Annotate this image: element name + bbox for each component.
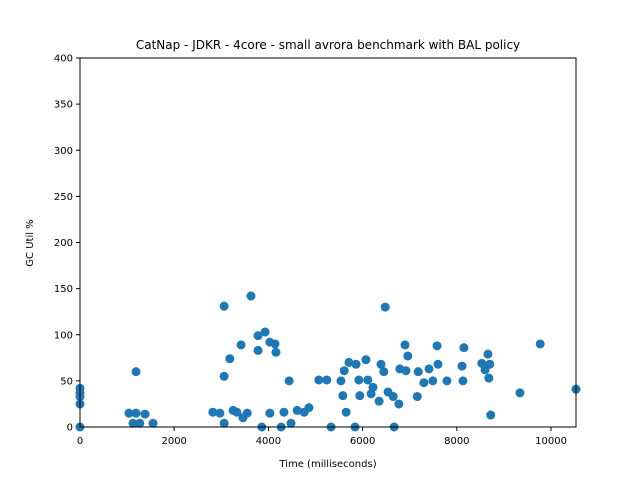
- y-tick-label: 250: [54, 192, 73, 203]
- point: [131, 408, 141, 418]
- point: [253, 331, 263, 341]
- point: [351, 359, 361, 369]
- point: [379, 367, 389, 377]
- point: [292, 405, 302, 415]
- x-axis-label: Time (milliseconds): [278, 459, 376, 470]
- point: [339, 366, 349, 376]
- point: [354, 375, 364, 385]
- point: [219, 301, 229, 311]
- point: [457, 361, 467, 371]
- point: [368, 382, 378, 392]
- point: [225, 354, 235, 364]
- point: [131, 367, 141, 377]
- point: [284, 376, 294, 386]
- point: [485, 359, 495, 369]
- point: [419, 378, 429, 388]
- point: [458, 376, 468, 386]
- point: [215, 408, 225, 418]
- point: [322, 375, 332, 385]
- point: [428, 376, 438, 386]
- y-tick-label: 50: [60, 376, 73, 387]
- point: [403, 351, 413, 361]
- point: [236, 340, 246, 350]
- point: [355, 391, 365, 401]
- point: [400, 340, 410, 350]
- point: [432, 341, 442, 351]
- point: [124, 408, 134, 418]
- point: [286, 418, 296, 428]
- point: [413, 367, 423, 377]
- point: [341, 407, 351, 417]
- point: [442, 376, 452, 386]
- point: [148, 418, 158, 428]
- point: [535, 339, 545, 349]
- y-tick-label: 100: [54, 330, 73, 341]
- x-tick-label: 6000: [350, 436, 375, 447]
- x-tick-label: 2000: [161, 436, 186, 447]
- point: [219, 371, 229, 381]
- point: [232, 407, 242, 417]
- x-tick-label: 10000: [535, 436, 567, 447]
- point: [388, 392, 398, 402]
- point: [433, 359, 443, 369]
- x-tick-label: 4000: [256, 436, 281, 447]
- point: [344, 357, 354, 367]
- point: [246, 291, 256, 301]
- point: [265, 408, 275, 418]
- point: [135, 418, 145, 428]
- point: [363, 375, 373, 385]
- point: [394, 399, 404, 409]
- point: [483, 349, 493, 359]
- point: [242, 408, 252, 418]
- x-tick-label: 8000: [444, 436, 469, 447]
- x-tick-label: 0: [77, 436, 83, 447]
- point: [219, 418, 229, 428]
- point: [484, 373, 494, 383]
- point: [271, 347, 281, 357]
- point: [338, 391, 348, 401]
- chart-title: CatNap - JDKR - 4core - small avrora ben…: [136, 38, 520, 52]
- y-tick-label: 200: [54, 238, 73, 249]
- point: [376, 359, 386, 369]
- y-tick-label: 300: [54, 146, 73, 157]
- point: [361, 355, 371, 365]
- point: [486, 410, 496, 420]
- y-tick-label: 0: [67, 423, 73, 434]
- point: [270, 339, 280, 349]
- point: [128, 418, 138, 428]
- point: [279, 407, 289, 417]
- point: [459, 343, 469, 353]
- point: [424, 364, 434, 374]
- point: [314, 375, 324, 385]
- y-tick-label: 150: [54, 284, 73, 295]
- point: [401, 366, 411, 376]
- point: [412, 392, 422, 402]
- point: [140, 409, 150, 419]
- point: [515, 388, 525, 398]
- y-tick-label: 350: [54, 100, 73, 111]
- point: [336, 376, 346, 386]
- point: [380, 302, 390, 312]
- point: [208, 407, 218, 417]
- point: [374, 396, 384, 406]
- y-tick-label: 400: [54, 54, 73, 65]
- plot-frame: [79, 57, 577, 428]
- point: [304, 403, 314, 413]
- y-axis-label: GC Util %: [25, 219, 36, 266]
- point: [253, 345, 263, 355]
- point: [260, 327, 270, 337]
